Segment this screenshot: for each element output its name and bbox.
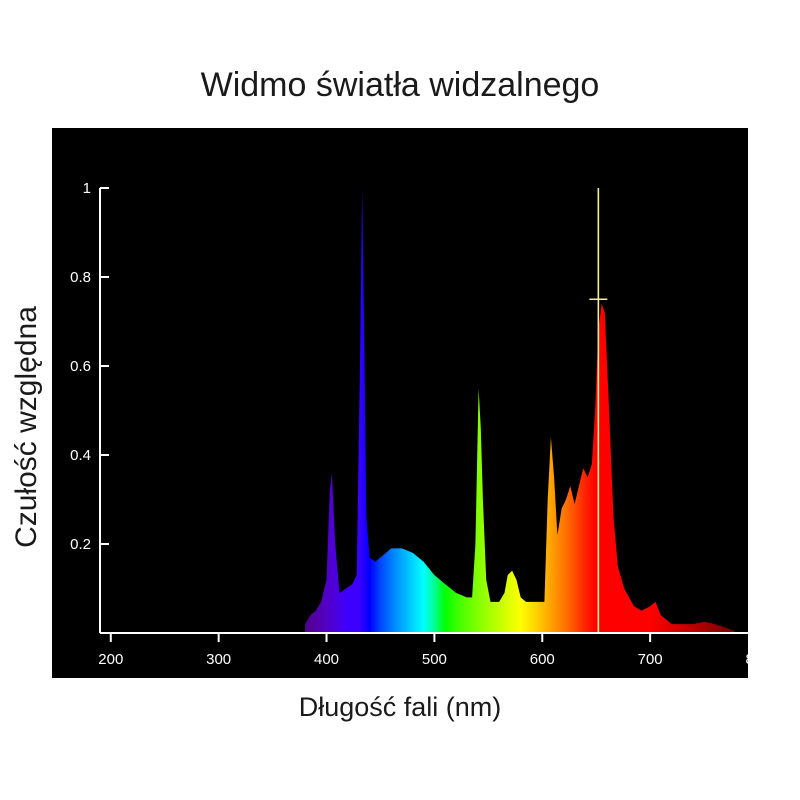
spectrum-chart: 200 300 400 500 600 700 800 0.2 0.4 0.6 0.8 1 (52, 128, 748, 678)
x-tick-label: 800 (745, 651, 748, 668)
x-tick-label: 400 (314, 651, 339, 668)
y-tick-label: 1 (83, 180, 91, 197)
y-tick-label: 0.2 (70, 536, 91, 553)
x-tick-label: 200 (98, 651, 123, 668)
x-axis-label: Długość fali (nm) (298, 692, 502, 722)
x-tick-label: 300 (206, 651, 231, 668)
x-tick-label: 500 (422, 651, 447, 668)
chart-title: Widmo światła widzalnego (200, 66, 600, 104)
x-tick-label: 700 (638, 651, 663, 668)
y-tick-label: 0.6 (70, 358, 91, 375)
y-tick-label: 0.8 (70, 269, 91, 286)
spectrum-area (305, 188, 735, 633)
y-axis-label: Czułość względna (10, 306, 43, 548)
y-tick-label: 0.4 (70, 447, 91, 464)
x-tick-label: 600 (530, 651, 555, 668)
